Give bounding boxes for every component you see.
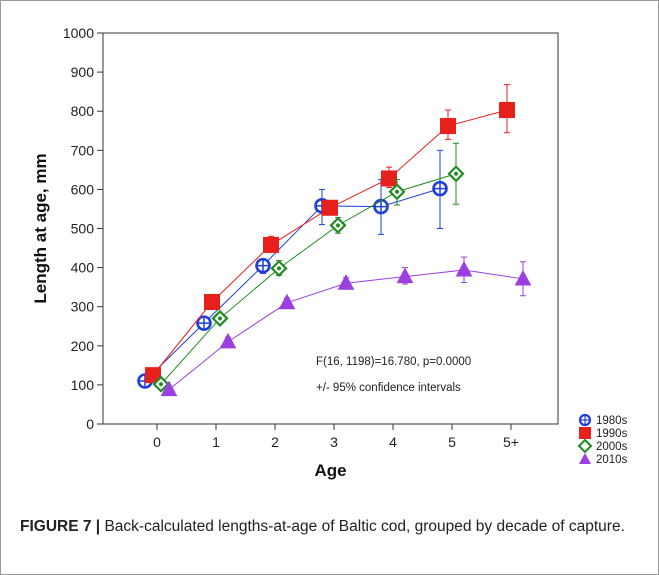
series-2010s-point xyxy=(278,293,296,310)
series-2010s-point xyxy=(337,274,355,290)
y-tick-label: 600 xyxy=(71,181,95,197)
annotation-ci: +/- 95% confidence intervals xyxy=(316,382,461,394)
series-1990s-point xyxy=(145,367,161,384)
y-tick-label: 0 xyxy=(86,416,94,432)
series-1980s-line xyxy=(144,188,441,382)
series-1990s-point xyxy=(499,102,515,119)
x-tick-label: 1 xyxy=(212,434,220,450)
series-2010s-point xyxy=(396,267,414,284)
x-tick-label: 2 xyxy=(271,434,279,450)
series-2000s-point-dot xyxy=(336,223,340,228)
x-tick-label: 3 xyxy=(330,434,338,450)
chart-svg: 0 100 200 300 400 500 600 700 800 900 1000 0 1 2 3 4 5 5+… xyxy=(31,25,628,480)
series-1990s-point xyxy=(263,236,279,253)
y-tick-label: 300 xyxy=(71,299,95,315)
series-1990s-line xyxy=(152,109,508,376)
x-tick-label: 5+ xyxy=(503,434,519,450)
series-2010s-point xyxy=(160,380,178,397)
x-tick-label: 5 xyxy=(448,434,456,450)
y-tick-label: 400 xyxy=(71,260,95,276)
y-tick-label: 800 xyxy=(71,103,95,119)
legend-2000s-label: 2000s xyxy=(596,441,628,453)
series-2010s-point xyxy=(514,269,532,286)
series-1990s-point xyxy=(440,118,456,135)
legend-1990s-label: 1990s xyxy=(596,428,628,440)
legend-2010s-swatch xyxy=(579,453,591,464)
series-2010s-point xyxy=(219,332,237,349)
x-tick-label: 4 xyxy=(389,434,397,450)
y-tick-label: 500 xyxy=(71,221,95,237)
series-2000s-point-dot xyxy=(218,316,222,321)
figure-caption: FIGURE 7 | Back-calculated lengths-at-ag… xyxy=(20,516,650,537)
y-tick-label: 700 xyxy=(71,142,95,158)
legend-1990s-swatch xyxy=(579,427,591,439)
series-2000s-point-dot xyxy=(454,171,458,176)
series-2000s-line xyxy=(160,173,457,385)
y-tick-label: 200 xyxy=(71,338,95,354)
annotation-stats: F(16, 1198)=16.780, p=0.0000 xyxy=(316,356,471,368)
y-tick-label: 900 xyxy=(71,64,95,80)
x-axis-title: Age xyxy=(314,461,346,480)
caption-label: FIGURE 7 | xyxy=(20,518,101,535)
legend-1980s-label: 1980s xyxy=(596,415,628,427)
series-1990s-point xyxy=(381,170,397,187)
y-axis-title: Length at age, mm xyxy=(31,153,50,303)
series-1990s-point xyxy=(204,294,220,311)
legend-2000s-swatch xyxy=(577,438,593,454)
series-2000s-point-dot xyxy=(159,382,163,387)
y-tick-label: 1000 xyxy=(63,25,94,41)
series-2000s-point-dot xyxy=(395,189,399,194)
y-tick-label: 100 xyxy=(71,377,95,393)
series-2010s-point xyxy=(455,260,473,277)
x-tick-label: 0 xyxy=(153,434,161,450)
series-1990s-point xyxy=(322,199,338,216)
legend-2010s-label: 2010s xyxy=(596,454,628,466)
series-2000s-point-dot xyxy=(277,266,281,271)
caption-text: Back-calculated lengths-at-age of Baltic… xyxy=(104,518,625,535)
